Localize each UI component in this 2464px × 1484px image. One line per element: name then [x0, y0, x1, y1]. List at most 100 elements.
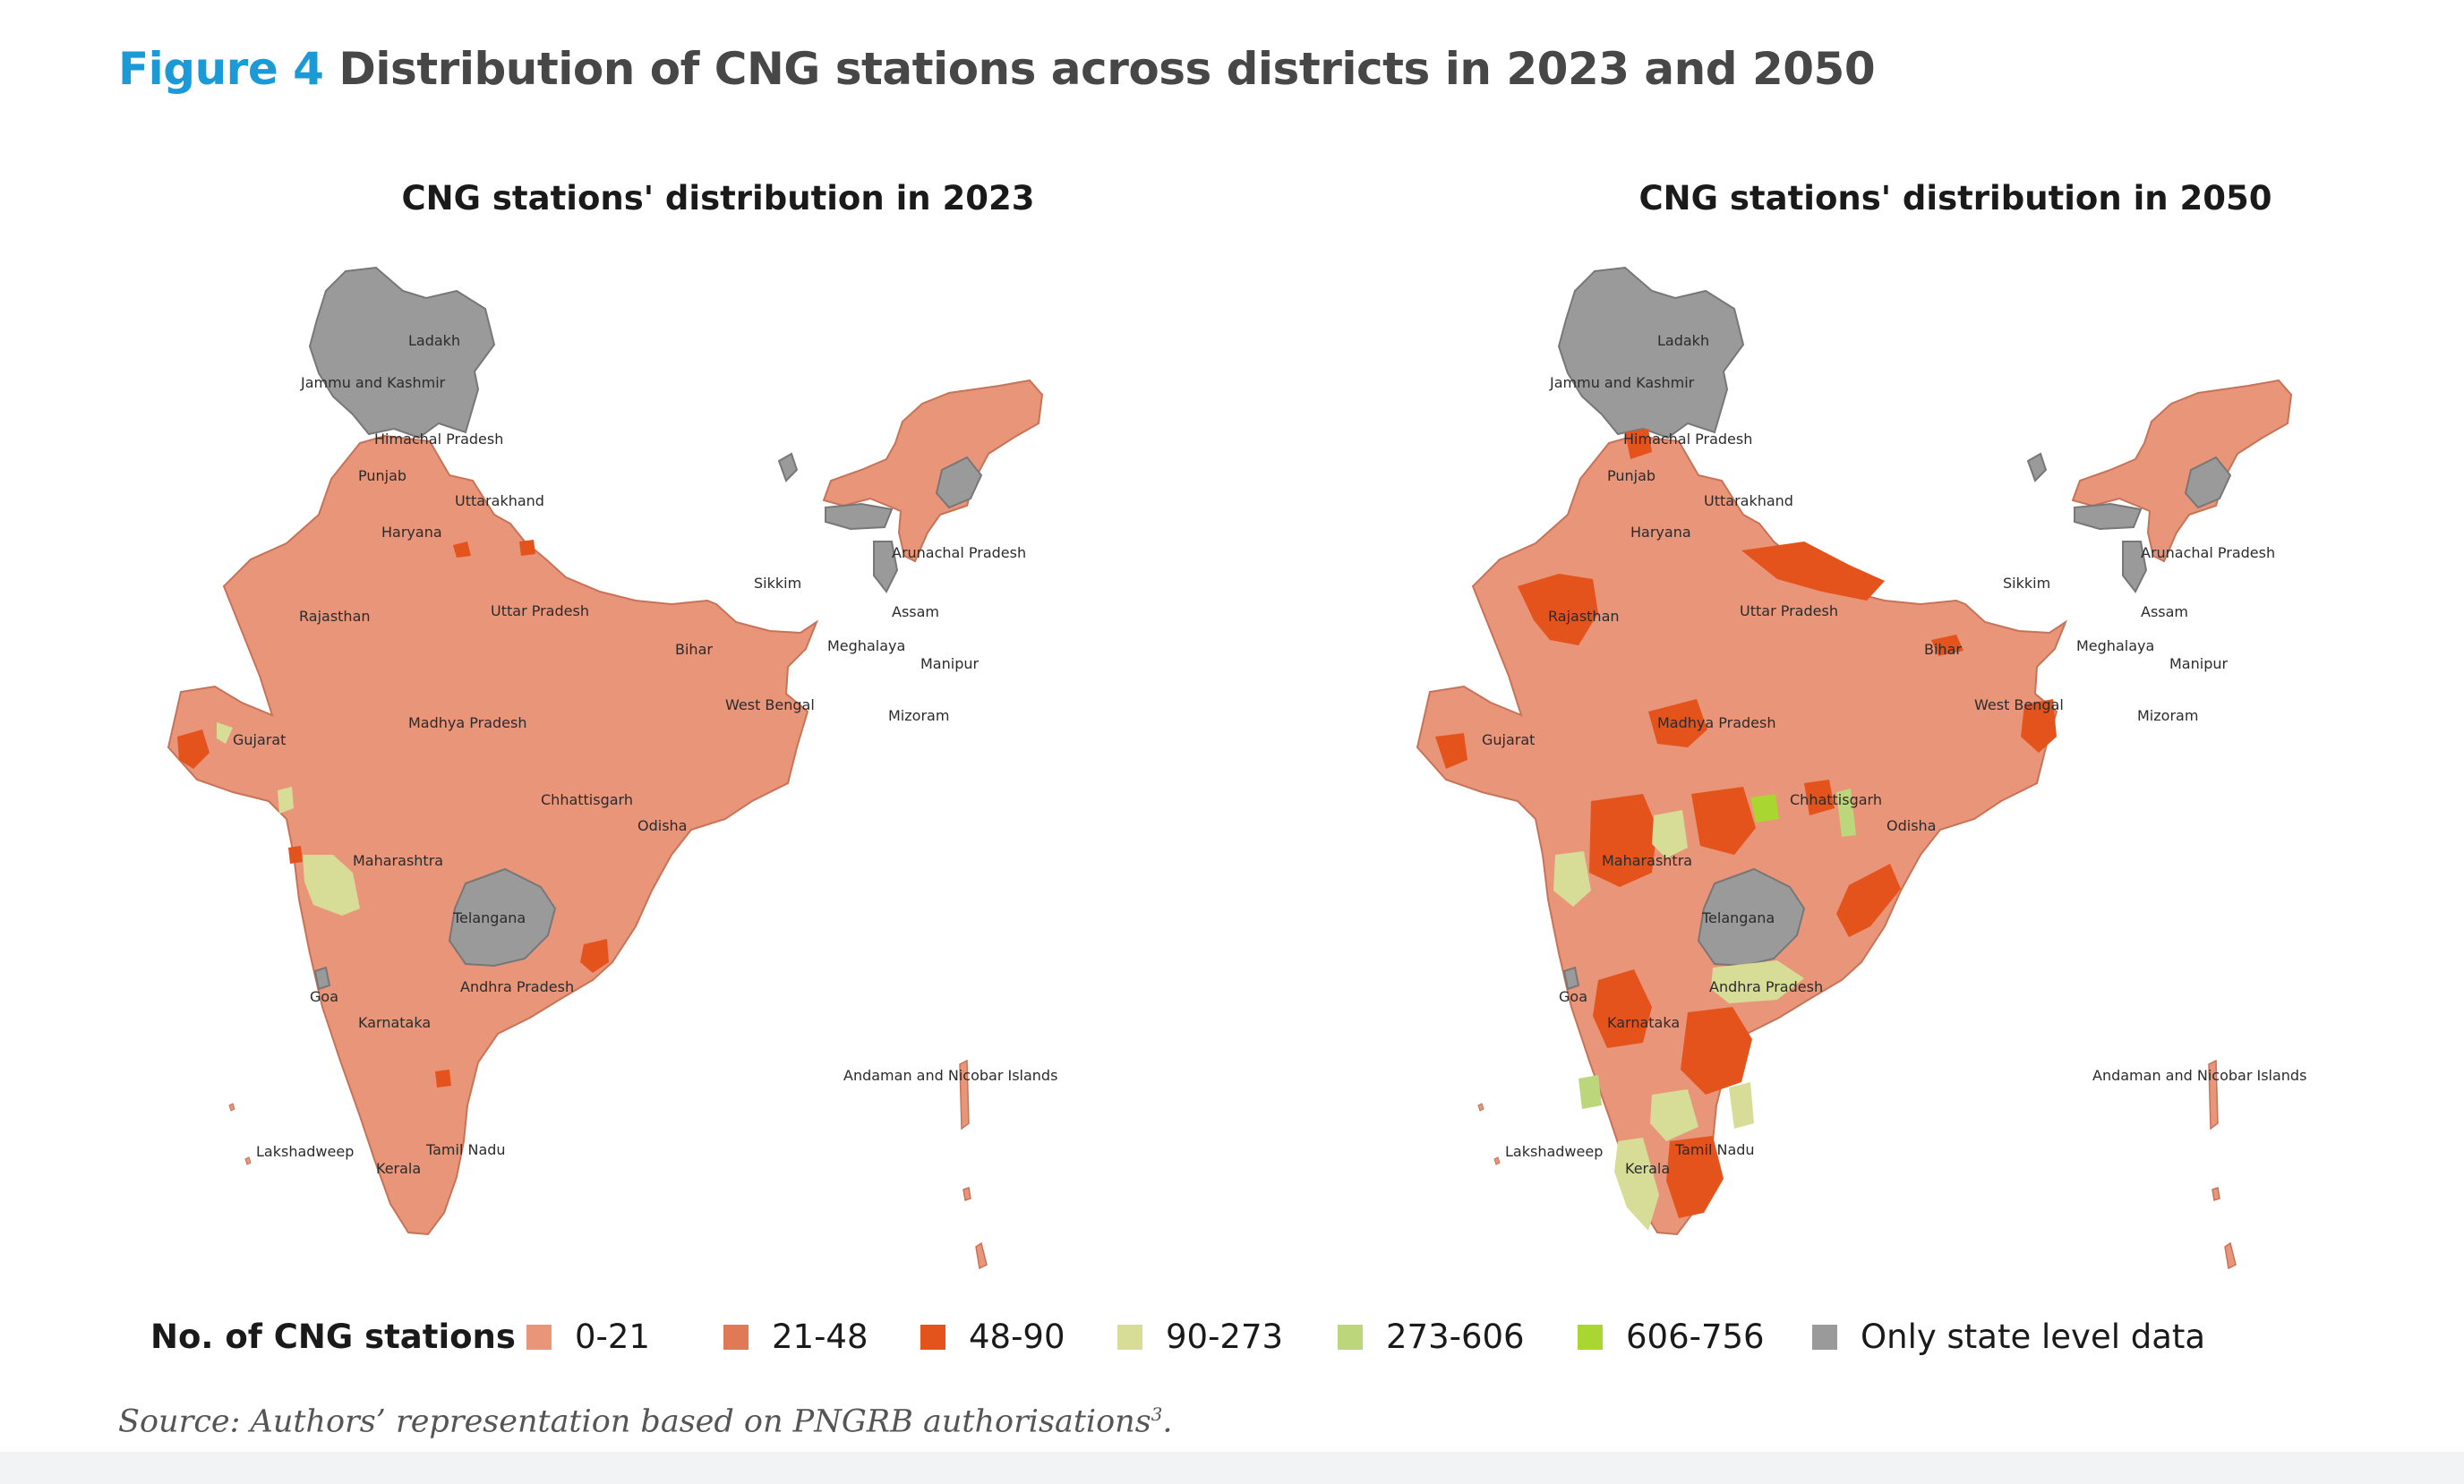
district-chennai-light — [1729, 1082, 1754, 1129]
district-chhattisgarh-dark — [1804, 780, 1835, 815]
label-sikkim: Sikkim — [2003, 575, 2050, 592]
label-meghalaya: Meghalaya — [2076, 637, 2154, 654]
district-bengaluru — [435, 1070, 451, 1087]
island-lakshadweep-2 — [1477, 1103, 1484, 1112]
label-lakshadweep: Lakshadweep — [256, 1143, 354, 1160]
label-chhattisgarh: Chhattisgarh — [541, 791, 633, 808]
district-mp-south-dark — [1691, 787, 1756, 855]
legend-swatch — [723, 1325, 749, 1350]
label-lakshadweep: Lakshadweep — [1505, 1143, 1603, 1160]
india-map-2023: Ladakh Jammu and Kashmir Himachal Prades… — [167, 266, 1057, 1270]
region-telangana — [448, 867, 557, 968]
district-bihar-dark — [1931, 635, 1964, 656]
region-meghalaya — [2074, 502, 2143, 531]
label-manipur: Manipur — [2169, 655, 2228, 672]
label-maharashtra: Maharashtra — [1602, 852, 1692, 869]
label-gujarat: Gujarat — [233, 731, 286, 748]
region-mizoram — [2122, 541, 2148, 593]
region-northeast — [2071, 379, 2293, 563]
district-gujarat-dark — [1435, 733, 1467, 769]
label-haryana: Haryana — [381, 524, 442, 541]
district-pune — [303, 855, 360, 916]
island-andaman-1 — [959, 1059, 970, 1130]
label-andhra-pradesh: Andhra Pradesh — [1709, 978, 1823, 995]
district-mumbai — [288, 846, 303, 864]
source-note: Source: Authors’ representation based on… — [118, 1403, 1173, 1440]
legend-label: 606-756 — [1626, 1318, 1765, 1356]
region-labels: Ladakh Jammu and Kashmir Himachal Prades… — [233, 332, 1057, 1177]
label-maharashtra: Maharashtra — [353, 852, 443, 869]
district-highlights — [177, 540, 609, 1087]
region-labels: Ladakh Jammu and Kashmir Himachal Prades… — [1482, 332, 2306, 1177]
legend-swatch — [1117, 1325, 1142, 1350]
label-ladakh: Ladakh — [408, 332, 460, 349]
district-gujarat-light — [217, 722, 233, 744]
island-andaman-2 — [975, 1241, 988, 1270]
label-haryana: Haryana — [1630, 524, 1691, 541]
label-kerala: Kerala — [1625, 1160, 1670, 1177]
district-mysuru-light — [1650, 1089, 1698, 1141]
label-punjab: Punjab — [1607, 467, 1656, 484]
source-suffix: . — [1162, 1403, 1173, 1440]
label-uttar-pradesh: Uttar Pradesh — [1740, 602, 1838, 619]
label-ladakh: Ladakh — [1657, 332, 1709, 349]
label-andhra-pradesh: Andhra Pradesh — [460, 978, 574, 995]
label-rajasthan: Rajasthan — [1548, 608, 1620, 625]
label-west-bengal: West Bengal — [1974, 696, 2064, 713]
legend-label: 48-90 — [969, 1318, 1065, 1356]
label-goa: Goa — [1559, 988, 1587, 1005]
label-himachal-pradesh: Himachal Pradesh — [1623, 431, 1752, 448]
legend-label: 273-606 — [1386, 1318, 1525, 1356]
district-wb-dark — [2021, 699, 2057, 753]
legend: No. of CNG stations 0-21 21-48 48-90 90-… — [150, 1309, 2317, 1362]
district-ap-coast-dark — [1836, 864, 1901, 937]
district-rajasthan-dark — [1518, 574, 1598, 645]
label-telangana: Telangana — [1701, 909, 1775, 926]
district-aurangabad-light — [1652, 810, 1688, 858]
page-footer-band — [0, 1452, 2464, 1484]
district-himachal-dark — [1625, 429, 1652, 459]
label-tamil-nadu: Tamil Nadu — [1674, 1141, 1755, 1158]
islands — [1477, 1059, 2237, 1270]
district-ap-light — [1711, 960, 1804, 1003]
label-bihar: Bihar — [1924, 641, 1962, 658]
label-madhya-pradesh: Madhya Pradesh — [1657, 714, 1776, 731]
district-delhi-ncr — [453, 542, 471, 558]
island-lakshadweep-1 — [244, 1156, 252, 1165]
label-kerala: Kerala — [376, 1160, 421, 1177]
district-surat — [278, 787, 294, 814]
label-uttar-pradesh: Uttar Pradesh — [491, 602, 589, 619]
map-title-2050: CNG stations' distribution in 2050 — [1638, 179, 2272, 217]
map-title-2023: CNG stations' distribution in 2023 — [401, 179, 1035, 217]
district-up-dark — [1741, 542, 1885, 601]
region-mizoram — [873, 541, 899, 593]
label-punjab: Punjab — [358, 467, 406, 484]
legend-label: 21-48 — [772, 1318, 868, 1356]
legend-label: Only state level data — [1861, 1318, 2206, 1356]
label-uttarakhand: Uttarakhand — [1704, 492, 1793, 509]
district-maharashtra-light — [1553, 851, 1591, 907]
region-goa — [313, 966, 331, 991]
figure-title-text: Distribution of CNG stations across dist… — [338, 43, 1876, 95]
label-madhya-pradesh: Madhya Pradesh — [408, 714, 527, 731]
region-northeast — [822, 379, 1044, 563]
island-andaman-1 — [2208, 1059, 2219, 1130]
india-map-2050: Ladakh Jammu and Kashmir Himachal Prades… — [1416, 266, 2306, 1270]
region-sikkim — [2026, 452, 2048, 482]
label-jammu-kashmir: Jammu and Kashmir — [300, 374, 446, 391]
island-andaman-2 — [2224, 1241, 2237, 1270]
legend-label: 90-273 — [1166, 1318, 1284, 1356]
district-karnataka-dark — [1593, 969, 1652, 1048]
district-mp-dark — [1648, 699, 1707, 747]
label-manipur: Manipur — [920, 655, 979, 672]
islands — [228, 1059, 988, 1270]
district-karnataka-coast-light — [1578, 1075, 1602, 1109]
label-gujarat: Gujarat — [1482, 731, 1535, 748]
district-gujarat-dark — [177, 729, 210, 769]
district-kerala-light — [1614, 1138, 1659, 1231]
label-karnataka: Karnataka — [358, 1014, 431, 1031]
figure-title: Figure 4 Distribution of CNG stations ac… — [118, 43, 1876, 95]
region-mainland — [167, 434, 819, 1236]
region-goa — [1562, 966, 1580, 991]
district-tn-dark — [1666, 1136, 1724, 1218]
